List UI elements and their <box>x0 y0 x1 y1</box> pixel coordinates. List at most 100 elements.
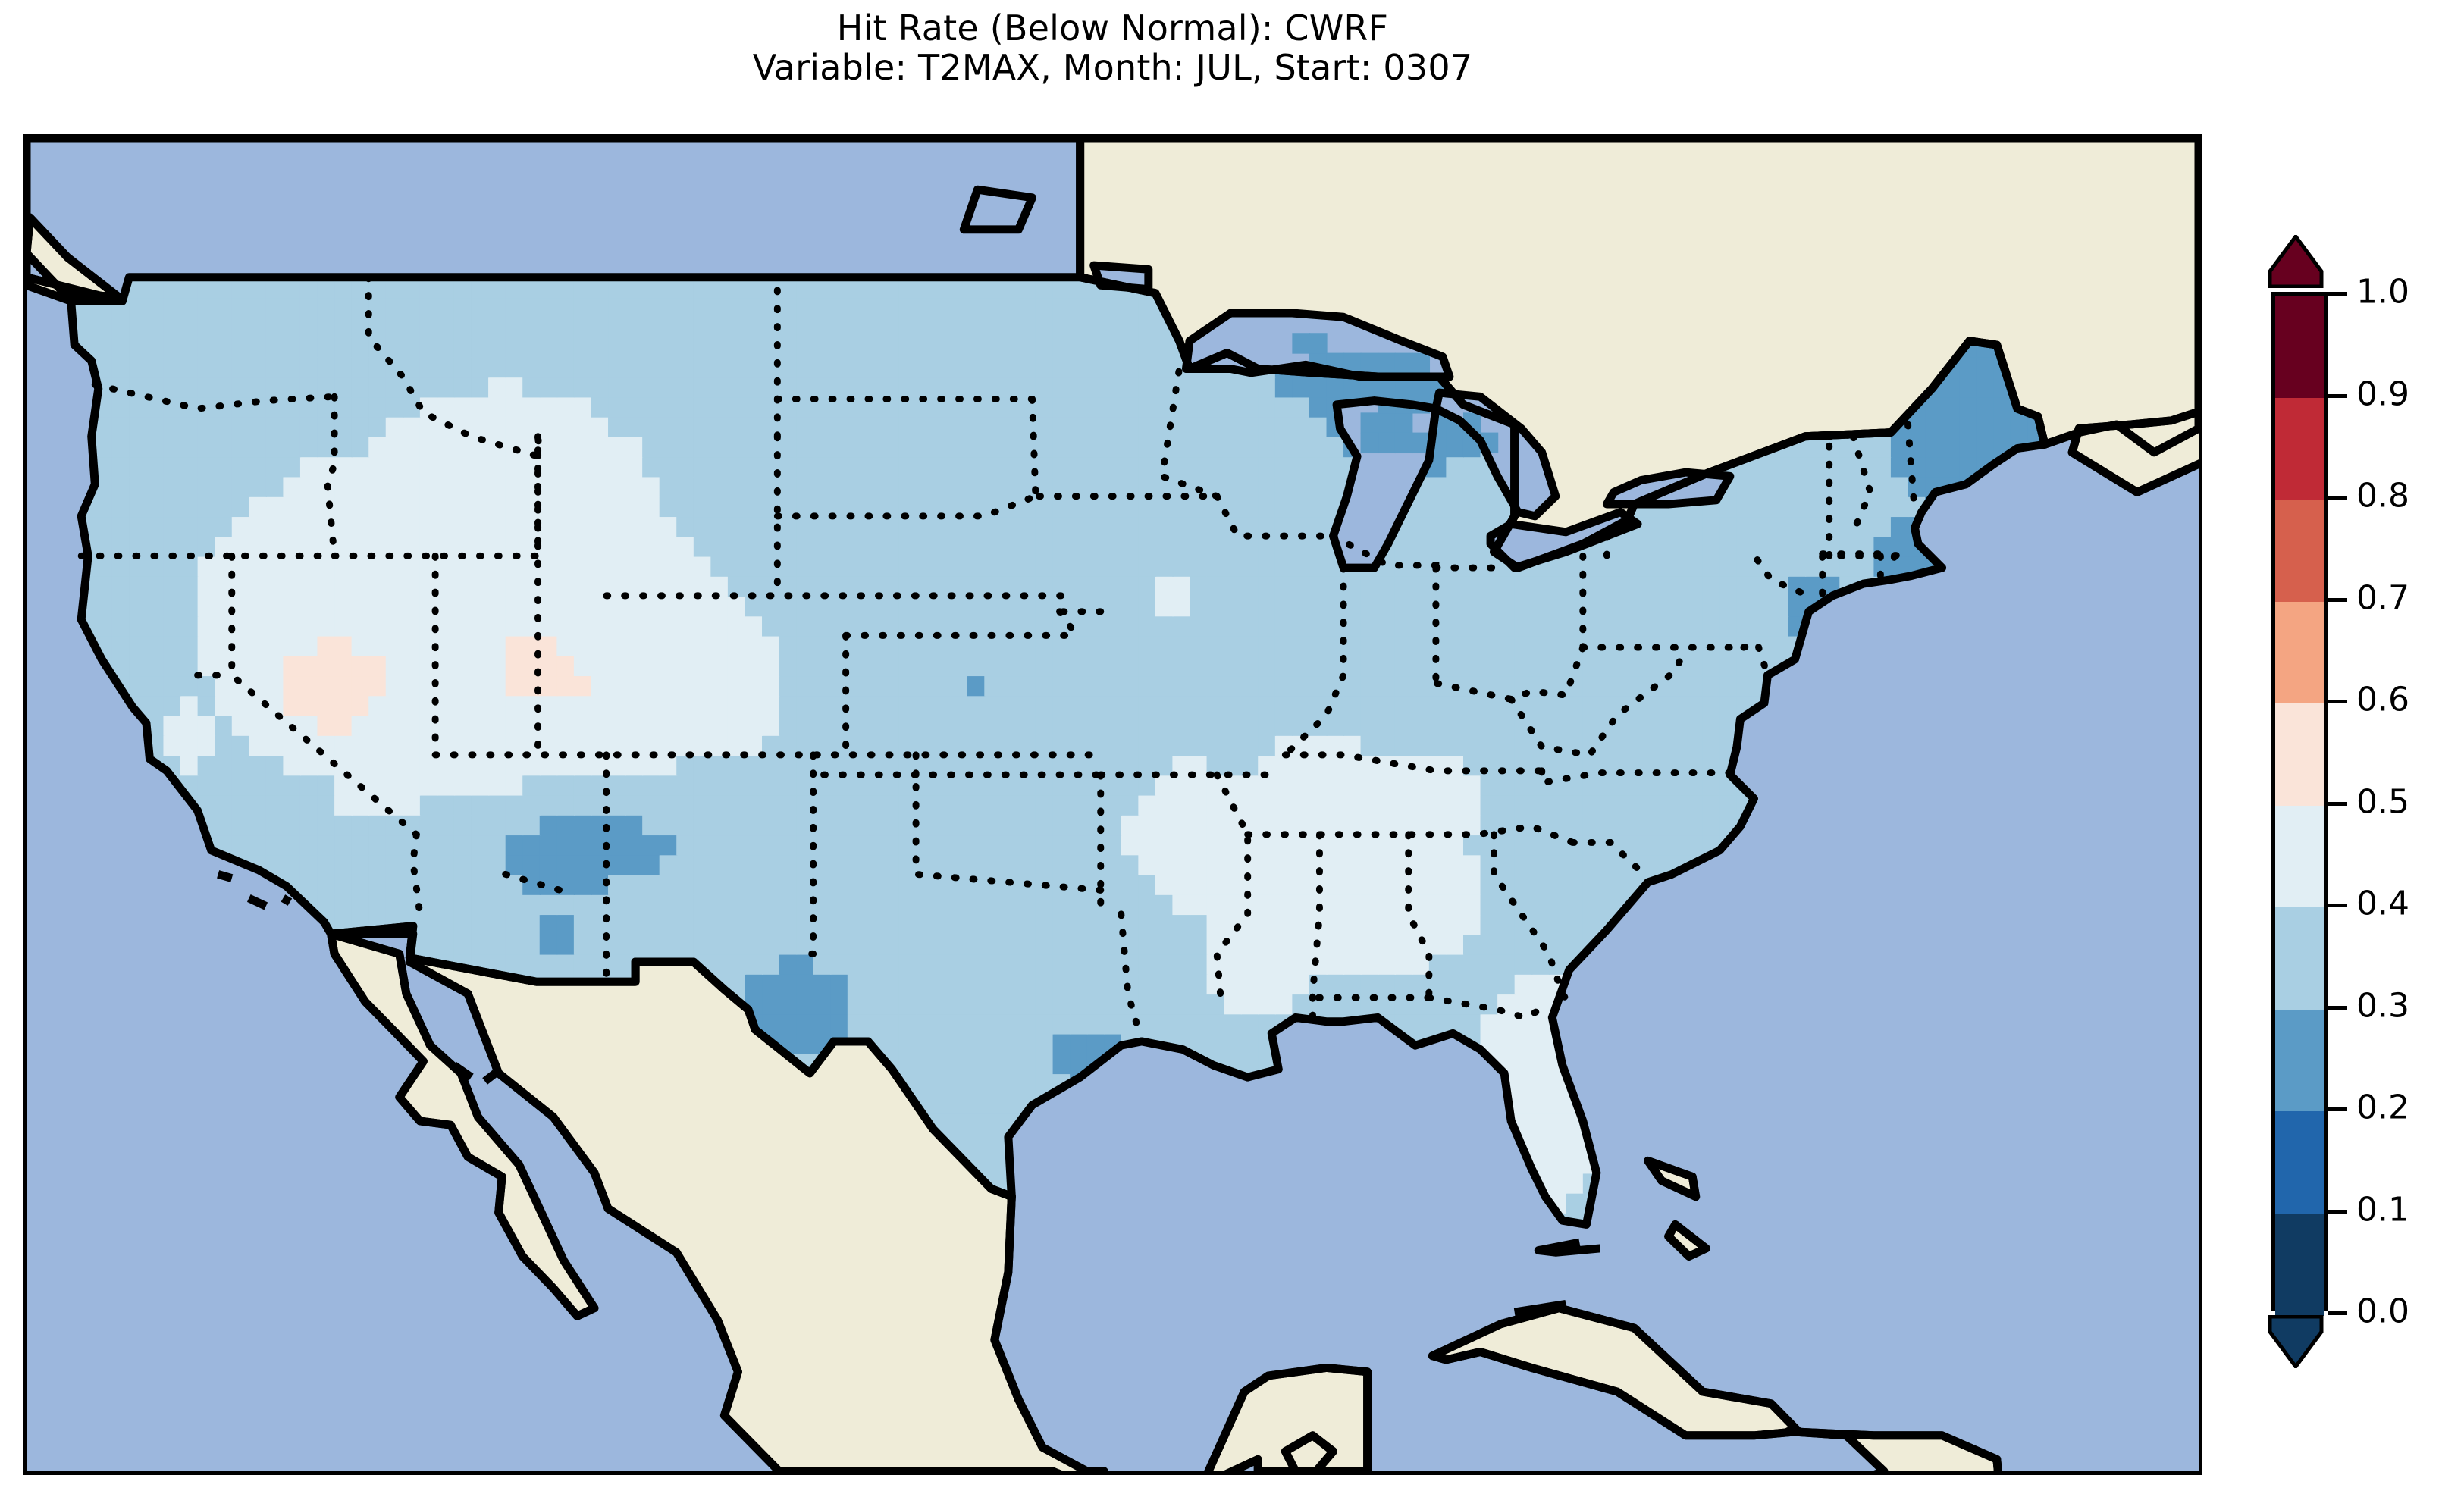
raster-cell <box>864 556 883 577</box>
raster-cell <box>1959 456 1977 478</box>
raster-cell <box>1155 913 1174 935</box>
raster-cell <box>385 536 404 557</box>
raster-cell <box>830 814 849 836</box>
raster-cell <box>1172 615 1191 637</box>
raster-cell <box>1428 496 1447 518</box>
raster-cell <box>351 734 370 756</box>
raster-cell <box>1497 934 1516 955</box>
raster-cell <box>1258 874 1276 895</box>
raster-cell <box>1462 715 1481 736</box>
raster-cell <box>471 536 490 557</box>
raster-cell <box>1086 954 1105 975</box>
raster-cell <box>1086 536 1105 557</box>
raster-cell <box>830 734 849 756</box>
raster-cell <box>1190 436 1208 458</box>
raster-cell <box>1531 973 1550 995</box>
raster-cell <box>368 814 387 836</box>
raster-cell <box>1086 556 1105 577</box>
raster-cell <box>881 794 900 816</box>
raster-cell <box>1394 615 1413 637</box>
raster-cell <box>539 595 558 617</box>
raster-cell <box>522 794 541 816</box>
raster-cell <box>1668 775 1687 796</box>
raster-cell <box>437 894 456 916</box>
raster-cell <box>1378 635 1396 656</box>
raster-cell <box>351 695 370 716</box>
raster-cell <box>1155 894 1174 916</box>
raster-cell <box>1086 476 1105 497</box>
raster-cell <box>710 874 729 895</box>
raster-cell <box>231 794 250 816</box>
raster-cell <box>864 954 883 975</box>
raster-cell <box>385 874 404 895</box>
raster-cell <box>710 496 729 518</box>
raster-cell <box>317 575 336 597</box>
raster-cell <box>864 575 883 597</box>
raster-cell <box>916 436 934 458</box>
raster-cell <box>1274 556 1293 577</box>
raster-cell <box>1206 575 1225 597</box>
raster-cell <box>1172 635 1191 656</box>
raster-cell <box>1531 874 1550 895</box>
raster-cell <box>762 775 780 796</box>
raster-cell <box>1086 754 1105 776</box>
raster-cell <box>317 556 336 577</box>
raster-cell <box>967 794 986 816</box>
raster-cell <box>933 814 951 836</box>
raster-cell <box>573 934 592 955</box>
raster-cell <box>813 436 832 458</box>
raster-cell <box>950 814 968 836</box>
raster-cell <box>1206 794 1225 816</box>
raster-cell <box>453 436 472 458</box>
raster-cell <box>334 575 353 597</box>
raster-cell <box>573 556 592 577</box>
raster-cell <box>163 456 182 478</box>
raster-cell <box>453 515 472 537</box>
raster-cell <box>967 476 986 497</box>
raster-cell <box>745 973 763 995</box>
raster-cell <box>471 854 490 875</box>
raster-cell <box>1172 934 1191 955</box>
raster-cell <box>1634 794 1653 816</box>
raster-cell <box>916 1033 934 1054</box>
raster-cell <box>676 655 694 677</box>
raster-cell <box>591 635 610 656</box>
raster-cell <box>984 1013 1003 1035</box>
raster-cell <box>813 556 832 577</box>
raster-cell <box>710 515 729 537</box>
raster-cell <box>1104 496 1122 518</box>
raster-cell <box>984 556 1003 577</box>
raster-cell <box>1668 734 1687 756</box>
raster-cell <box>505 874 524 895</box>
raster-cell <box>351 874 370 895</box>
raster-cell <box>299 775 318 796</box>
raster-cell <box>898 973 917 995</box>
raster-cell <box>625 575 644 597</box>
raster-cell <box>111 476 130 497</box>
raster-cell <box>146 536 165 557</box>
raster-cell <box>1428 874 1447 895</box>
raster-cell <box>1258 615 1276 637</box>
raster-cell <box>693 655 712 677</box>
raster-cell <box>1566 556 1585 577</box>
raster-cell <box>1343 715 1362 736</box>
raster-cell <box>1343 934 1362 955</box>
raster-cell <box>1035 496 1054 518</box>
raster-cell <box>659 734 678 756</box>
raster-cell <box>1497 615 1516 637</box>
raster-cell <box>1480 695 1499 716</box>
raster-cell <box>249 695 267 716</box>
raster-cell <box>608 556 626 577</box>
raster-cell <box>505 536 524 557</box>
raster-cell <box>916 794 934 816</box>
raster-cell <box>1292 834 1311 856</box>
raster-cell <box>967 854 986 875</box>
raster-cell <box>573 854 592 875</box>
raster-cell <box>1240 695 1259 716</box>
raster-cell <box>1018 556 1037 577</box>
raster-cell <box>1190 894 1208 916</box>
raster-cell <box>625 794 644 816</box>
raster-cell <box>779 456 798 478</box>
raster-cell <box>1480 934 1499 955</box>
raster-cell <box>1224 715 1242 736</box>
